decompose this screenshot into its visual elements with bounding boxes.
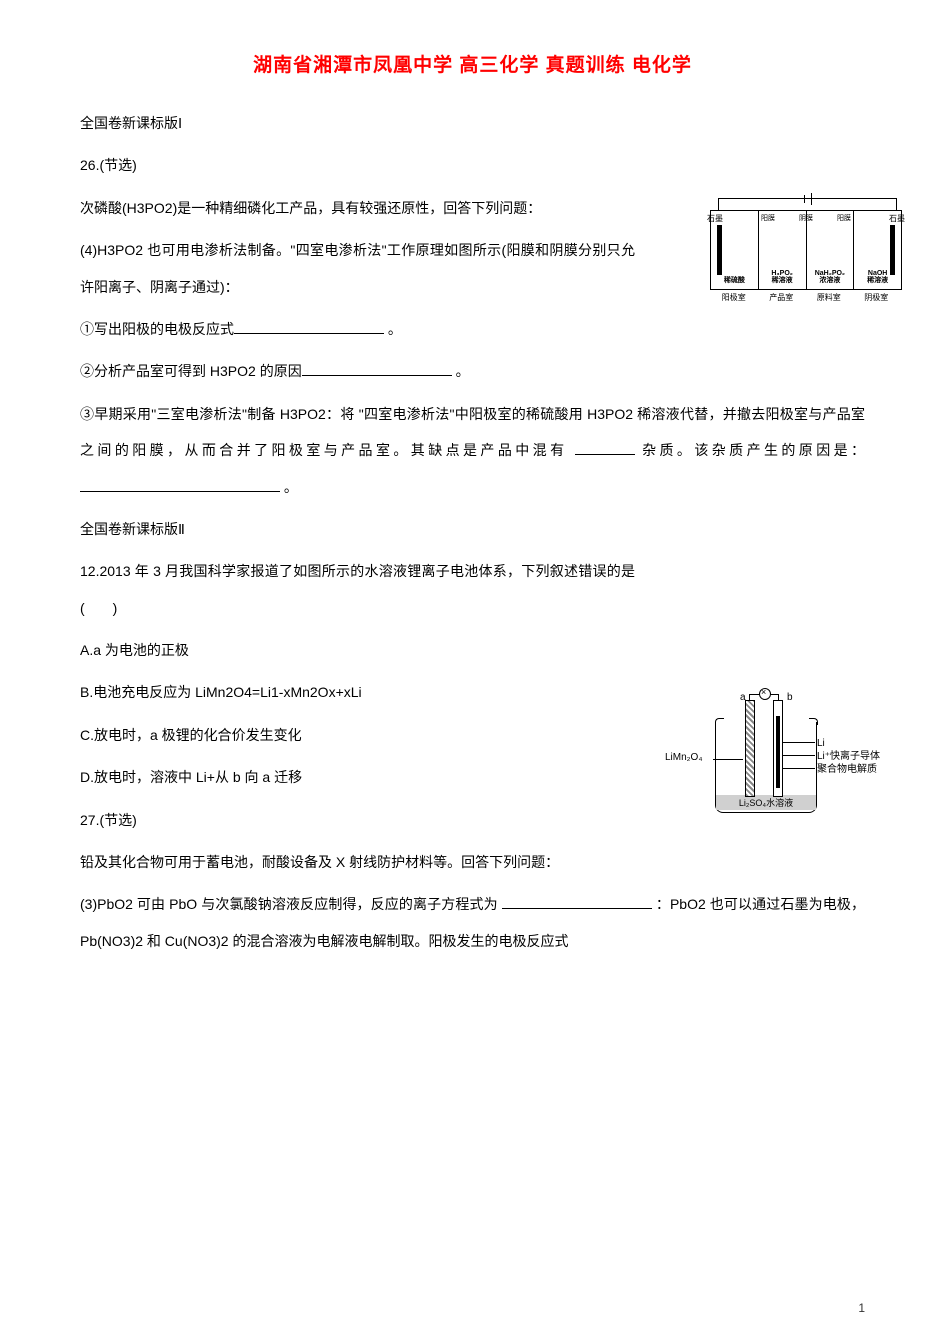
li-label: Li [817,737,880,750]
q27-3a: (3)PbO2 可由 PbO 与次氯酸钠溶液反应制得，反应的离子方程式为 [80,896,498,912]
side-labels: Li Li⁺快离子导体 聚合物电解质 [817,737,880,776]
ch4-label: NaOH 稀溶液 [867,270,888,285]
pointer-line-icon [783,755,815,756]
q12-option-a: A.a 为电池的正极 [80,632,865,668]
q27-intro: 铅及其化合物可用于蓄电池，耐酸设备及 X 射线防护材料等。回答下列问题： [80,844,865,880]
label-b: b [787,692,793,703]
q12: 12.2013 年 3 月我国科学家报道了如图所示的水溶液锂离子电池体系，下列叙… [80,553,635,626]
document-page: 湖南省湘潭市凤凰中学 高三化学 真题训练 电化学 全国卷新课标版Ⅰ 26.(节选… [0,0,945,1337]
blank-fill [575,440,635,455]
chamber-3: NaH₂PO₂ 浓溶液 [807,211,855,289]
b3: 原料室 [805,292,853,303]
q26-4-2-text: ②分析产品室可得到 H3PO2 的原因 [80,363,302,379]
page-title: 湖南省湘潭市凤凰中学 高三化学 真题训练 电化学 [80,50,865,77]
figure-electrodialysis: 石墨 石墨 阳膜 阴膜 阳膜 稀硫酸 H₃PO₂ 稀溶液 [710,210,905,325]
q26-number: 26.(节选) [80,147,865,183]
b1: 阳极室 [710,292,758,303]
period: 。 [388,321,402,337]
bulb-icon [759,688,771,700]
q27-3: (3)PbO2 可由 PbO 与次氯酸钠溶液反应制得，反应的离子方程式为 ：Pb… [80,886,865,959]
chamber-2: H₃PO₂ 稀溶液 [759,211,807,289]
period: 。 [284,479,298,495]
chamber-1: 稀硫酸 [711,211,759,289]
blank-fill [234,319,384,334]
ch1-label: 稀硫酸 [724,277,745,285]
electrode-b-icon [773,700,783,797]
q26-part4: (4)H3PO2 也可用电渗析法制备。"四室电渗析法"工作原理如图所示(阳膜和阴… [80,232,635,305]
q26-4-3: ③早期采用"三室电渗析法"制备 H3PO2：将 "四室电渗析法"中阳极室的稀硫酸… [80,396,865,505]
b2: 产品室 [758,292,806,303]
liquid-label: Li₂SO₄水溶液 [716,795,816,810]
conductor-label: Li⁺快离子导体 [817,750,880,763]
pointer-line-icon [783,768,815,769]
blank-fill [302,361,452,376]
ch3-label: NaH₂PO₂ 浓溶液 [815,270,845,285]
q26-4-3b: 杂质。该杂质产生的原因是： [642,442,865,458]
ch2-label: H₃PO₂ 稀溶液 [771,270,793,285]
figure-lithium-battery: a b LiMn₂O₄ Li₂SO₄水溶液 Li Li⁺快离子导体 聚合物电解质 [715,692,885,822]
tank: 石墨 石墨 阳膜 阴膜 阳膜 稀硫酸 H₃PO₂ 稀溶液 [710,210,902,290]
pointer-line-icon [783,742,815,743]
q26-4-2: ②分析产品室可得到 H3PO2 的原因 。 [80,353,865,389]
chamber-bottom-labels: 阳极室 产品室 原料室 阴极室 [710,292,900,303]
blank-fill [80,477,280,492]
section-header-1: 全国卷新课标版Ⅰ [80,105,865,141]
b4: 阴极室 [853,292,901,303]
battery-icon [802,193,814,203]
q26-4-1-text: ①写出阳极的电极反应式 [80,321,234,337]
page-number: 1 [858,1301,865,1315]
polymer-label: 聚合物电解质 [817,763,880,776]
electrode-a-icon [745,700,755,797]
section-header-2: 全国卷新课标版Ⅱ [80,511,865,547]
period: 。 [456,363,470,379]
limno-label: LiMn₂O₄ [665,752,702,763]
chamber-4: NaOH 稀溶液 [854,211,901,289]
blank-fill [502,894,652,909]
